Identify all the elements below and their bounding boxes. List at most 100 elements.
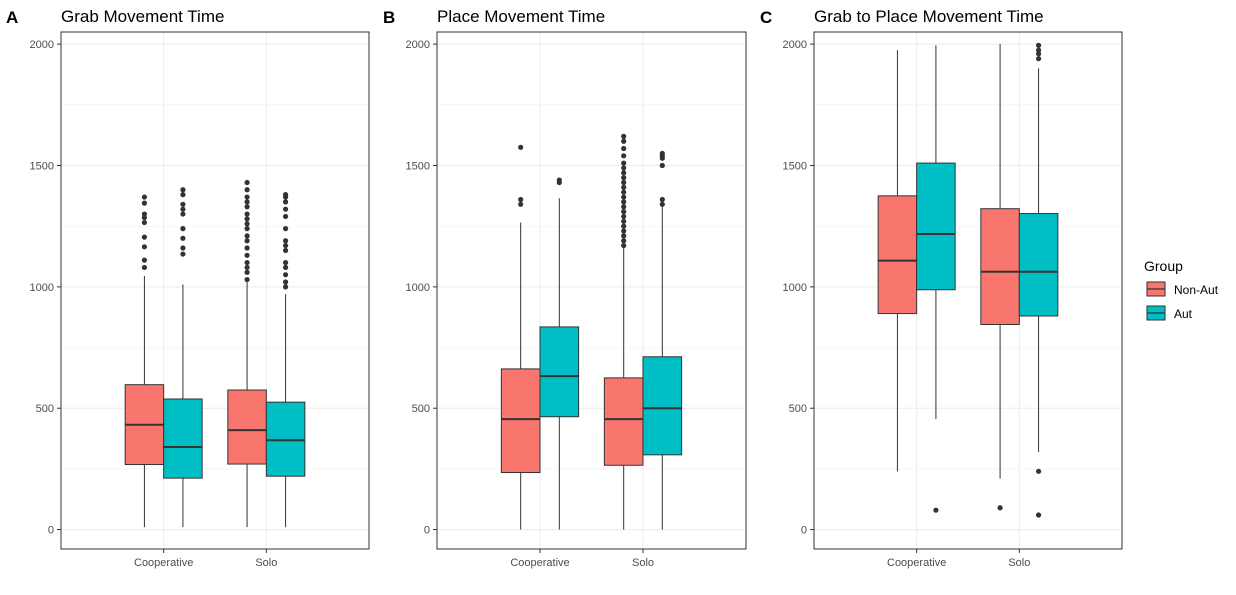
legend-label-non-aut: Non-Aut: [1174, 283, 1219, 297]
outlier-point: [621, 145, 627, 152]
panel-a: A Grab Movement Time 0 500 1000 1500 2000 Coope…: [6, 7, 370, 569]
outlier-point: [621, 199, 627, 205]
outlier-point: [621, 204, 627, 210]
outlier-point: [556, 177, 562, 183]
x-tick-label: Solo: [1008, 557, 1030, 569]
box-plot: [500, 144, 541, 530]
outlier-point: [1035, 512, 1042, 518]
outlier-point: [282, 279, 289, 285]
outlier-point: [141, 219, 148, 226]
outlier-point: [244, 179, 250, 186]
series-aut: [916, 42, 1059, 518]
panel-border: [436, 31, 747, 550]
outlier-point: [518, 144, 524, 150]
series-non-aut: [124, 179, 267, 528]
box-plot: [539, 177, 580, 530]
box: [916, 162, 956, 291]
outlier-point: [621, 133, 627, 139]
y-tick-label: 1000: [406, 282, 430, 294]
outlier-point: [621, 175, 627, 181]
outlier-point: [282, 247, 289, 254]
outlier-point: [282, 213, 289, 220]
outlier-point: [141, 244, 148, 250]
outlier-point: [282, 259, 289, 266]
outlier-point: [244, 264, 250, 271]
panel-border: [813, 31, 1123, 550]
panel-c: C Grab to Place Movement Time 0 500 1000 1500…: [760, 7, 1123, 569]
box-plot: [980, 44, 1020, 511]
y-tick-label: 0: [801, 525, 807, 537]
box: [500, 368, 541, 474]
x-tick-label: Cooperative: [134, 557, 193, 569]
outlier-point: [1035, 47, 1042, 53]
panel-letter: A: [6, 8, 18, 27]
y-tick-label: 0: [424, 525, 430, 537]
outlier-point: [180, 251, 186, 257]
x-tick-label: Cooperative: [510, 557, 569, 569]
box: [265, 401, 306, 477]
x-tick-label: Solo: [255, 557, 277, 569]
outlier-point: [244, 199, 250, 205]
box-plot: [163, 187, 203, 528]
panel-title: Grab Movement Time: [61, 7, 224, 26]
outlier-point: [621, 213, 627, 220]
outlier-point: [659, 150, 665, 156]
box-plot: [265, 192, 306, 528]
y-tick-label: 500: [412, 403, 430, 415]
outlier-point: [282, 284, 289, 290]
outlier-point: [282, 192, 289, 198]
outlier-point: [141, 200, 148, 206]
y-tick-label: 500: [36, 403, 54, 415]
outlier-point: [141, 194, 148, 200]
outlier-point: [621, 179, 627, 186]
outlier-point: [621, 223, 627, 229]
box: [539, 326, 580, 418]
outlier-point: [180, 206, 186, 212]
outlier-point: [244, 216, 250, 222]
y-tick-label: 2000: [406, 39, 430, 51]
outlier-point: [621, 170, 627, 176]
y-tick-label: 2000: [783, 39, 807, 51]
y-tick-label: 1500: [406, 160, 430, 172]
box-plot: [877, 50, 918, 472]
outlier-point: [282, 272, 289, 278]
outlier-point: [244, 269, 250, 275]
panel-letter: C: [760, 8, 772, 27]
outlier-point: [1035, 42, 1042, 48]
outlier-point: [621, 189, 627, 195]
outlier-point: [141, 215, 148, 221]
legend-entry-aut: Aut: [1146, 305, 1193, 321]
outlier-point: [621, 242, 627, 249]
outlier-point: [244, 204, 250, 210]
outlier-point: [244, 187, 250, 193]
outlier-point: [621, 138, 627, 144]
outlier-point: [282, 199, 289, 205]
outlier-point: [244, 238, 250, 244]
outlier-point: [180, 245, 186, 251]
outlier-point: [180, 226, 186, 232]
panel-title: Place Movement Time: [437, 7, 605, 26]
legend: Group Non-Aut Aut: [1144, 258, 1219, 321]
outlier-point: [244, 211, 250, 217]
outlier-point: [180, 201, 186, 207]
panel-letter: B: [383, 8, 395, 27]
y-tick-label: 1000: [783, 282, 807, 294]
series-non-aut: [877, 44, 1020, 511]
series-aut: [163, 187, 306, 528]
outlier-point: [282, 242, 289, 249]
box: [877, 195, 918, 315]
panel-border: [60, 31, 370, 550]
outlier-point: [282, 238, 289, 244]
box: [642, 356, 683, 456]
outlier-point: [244, 245, 250, 251]
outlier-point: [1035, 468, 1042, 474]
outlier-point: [282, 206, 289, 212]
y-tick-label: 0: [48, 525, 54, 537]
outlier-point: [141, 264, 148, 271]
box: [980, 208, 1020, 325]
y-tick-label: 500: [789, 403, 807, 415]
outlier-point: [180, 187, 186, 193]
outlier-point: [621, 165, 627, 171]
outlier-point: [141, 234, 148, 240]
box-plot: [916, 45, 956, 513]
